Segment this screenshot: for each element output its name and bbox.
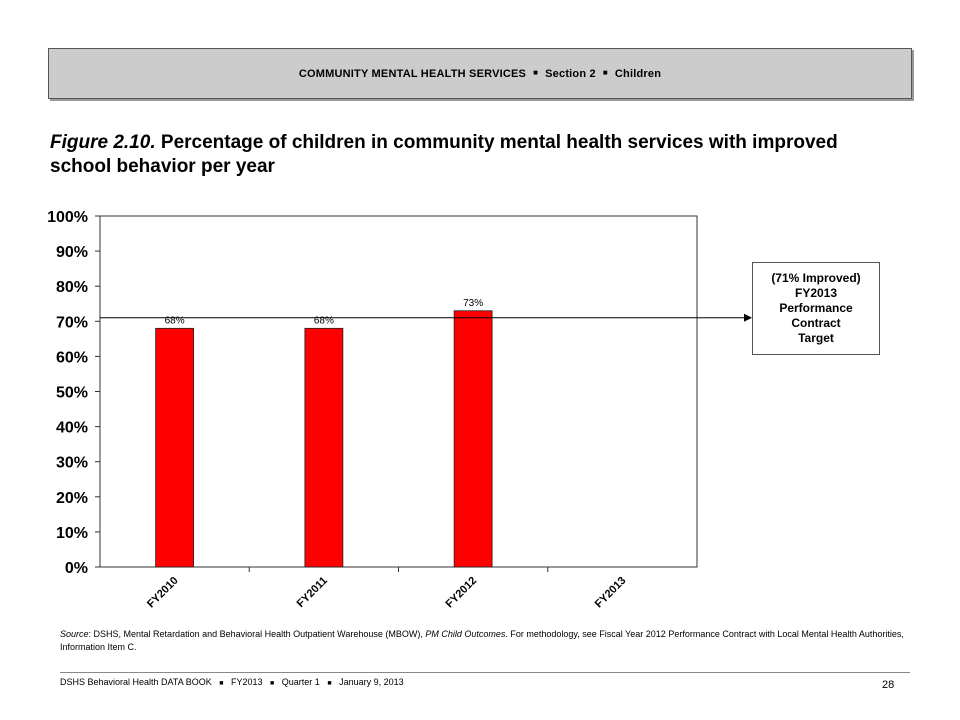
x-tick-label: FY2010 [145, 575, 181, 611]
bar-data-label: 68% [314, 315, 334, 326]
bar [304, 327, 344, 568]
header-separator-icon: ■ [533, 68, 539, 77]
section-header-bar: COMMUNITY MENTAL HEALTH SERVICES ■ Secti… [48, 48, 912, 99]
y-tick-label: 0% [65, 560, 88, 577]
footer-quarter: Quarter 1 [281, 677, 320, 687]
target-line: Contract [791, 316, 841, 330]
bar [453, 310, 493, 568]
figure-title-text: Percentage of children in community ment… [50, 132, 838, 177]
figure-label: Figure 2.10. [50, 132, 156, 153]
footer-separator-icon: ■ [219, 680, 224, 687]
x-tick-label: FY2012 [444, 575, 480, 611]
bar [155, 327, 195, 568]
y-tick-label: 40% [56, 420, 88, 437]
target-line: FY2013 [794, 286, 838, 300]
bar-data-label: 68% [165, 315, 185, 326]
plot-area [99, 215, 698, 568]
y-tick-label: 60% [56, 349, 88, 366]
figure-title: Figure 2.10. Percentage of children in c… [50, 131, 890, 179]
header-topic: Children [614, 67, 662, 80]
footer-separator-icon: ■ [270, 680, 275, 687]
y-tick-label: 50% [56, 385, 88, 402]
header-section-part: Section 2 [545, 67, 596, 80]
footer-text: DSHS Behavioral Health DATA BOOK ■ FY201… [60, 677, 404, 687]
target-line: Performance [779, 301, 853, 315]
y-tick-label: 90% [56, 244, 88, 261]
header-section: COMMUNITY MENTAL HEALTH SERVICES [298, 67, 527, 80]
y-tick-label: 10% [56, 525, 88, 542]
footer-separator-icon: ■ [327, 680, 332, 687]
footer-fiscal-year: FY2013 [231, 677, 263, 687]
y-tick-label: 20% [56, 490, 88, 507]
header-separator-icon: ■ [602, 68, 608, 77]
y-tick-label: 100% [47, 209, 88, 226]
target-line: Target [798, 331, 834, 345]
x-tick-label: FY2011 [295, 575, 330, 610]
source-label: Source [60, 629, 89, 639]
footer-date: January 9, 2013 [339, 677, 404, 687]
source-note: Source: DSHS, Mental Retardation and Beh… [60, 628, 910, 654]
footer-divider [60, 672, 910, 673]
y-tick-label: 70% [56, 314, 88, 331]
bar-data-label: 73% [463, 298, 483, 309]
y-tick-label: 80% [56, 279, 88, 296]
page-number: 28 [882, 679, 895, 691]
target-arrow-icon [744, 313, 752, 322]
source-text-b: . For methodology, see Fiscal Year 2012 … [60, 629, 904, 652]
source-italic: PM Child Outcomes [425, 629, 506, 639]
y-tick-label: 30% [56, 455, 88, 472]
footer-book: DSHS Behavioral Health DATA BOOK [60, 677, 212, 687]
x-tick-label: FY2013 [593, 575, 629, 611]
target-callout-box: (71% Improved) FY2013 Performance Contra… [752, 262, 880, 355]
source-text-a: : DSHS, Mental Retardation and Behaviora… [88, 629, 426, 639]
target-line: (71% Improved) [771, 271, 861, 285]
